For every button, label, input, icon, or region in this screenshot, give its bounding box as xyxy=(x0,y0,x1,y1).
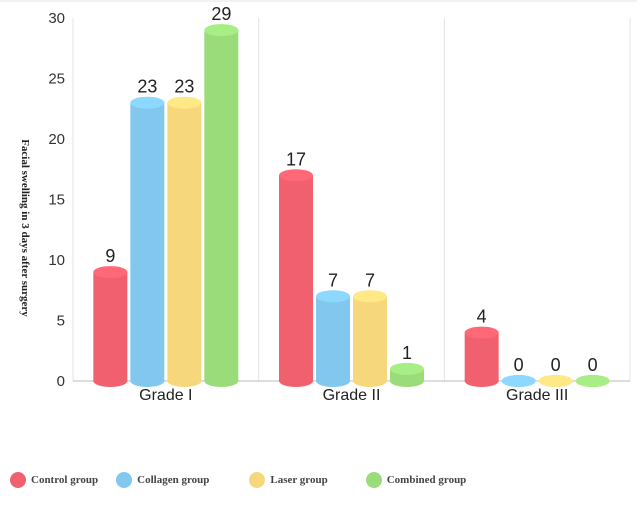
legend-item-collagen: Collagen group xyxy=(116,472,209,488)
legend-label-collagen: Collagen group xyxy=(137,474,210,486)
bar xyxy=(575,375,610,387)
legend-swatch-laser xyxy=(249,472,266,488)
y-tick-label: 5 xyxy=(57,313,65,330)
bars xyxy=(93,24,610,387)
bar-cap xyxy=(575,375,610,387)
legend-item-combined: Combined group xyxy=(365,472,467,488)
bar xyxy=(93,266,128,387)
y-tick-label: 25 xyxy=(48,71,65,88)
bar-base xyxy=(279,375,313,387)
legend-item-laser: Laser group xyxy=(249,472,328,488)
bar-base xyxy=(353,375,387,387)
grid xyxy=(0,0,637,381)
legend-label-combined: Combined group xyxy=(386,474,467,486)
bar xyxy=(316,290,350,387)
data-label: 7 xyxy=(328,270,338,290)
data-label: 17 xyxy=(286,149,306,169)
bar-body xyxy=(353,296,387,381)
x-tick-label: Grade I xyxy=(139,387,192,404)
legend: Control group Collagen group Laser group… xyxy=(10,468,630,492)
y-tick-label: 15 xyxy=(48,192,65,209)
bar-cap xyxy=(279,169,313,182)
x-tick-label: Grade II xyxy=(323,387,381,404)
data-label: 23 xyxy=(174,77,194,97)
legend-swatch-combined xyxy=(365,472,382,488)
bar xyxy=(390,362,424,387)
bar-cap xyxy=(316,290,350,303)
bar-base xyxy=(390,375,424,387)
data-label: 0 xyxy=(514,355,524,375)
bar-body xyxy=(464,332,499,381)
y-axis-label: Facial swelling in 3 days after surgery xyxy=(19,139,31,317)
bar xyxy=(501,375,536,387)
data-label: 29 xyxy=(211,4,231,24)
bar-cap xyxy=(130,96,165,109)
bar-cap xyxy=(390,362,424,375)
legend-swatch-collagen xyxy=(116,472,133,488)
data-label: 1 xyxy=(402,343,412,363)
x-tick-label: Grade III xyxy=(506,387,568,404)
bar-body xyxy=(130,102,165,381)
bar-cap xyxy=(167,96,202,109)
bar xyxy=(353,290,387,387)
y-tick-label: 10 xyxy=(48,252,65,269)
data-labels: 9 23 23 29 17 7 7 1 4 0 0 0 xyxy=(105,4,597,375)
bar-cap xyxy=(464,326,499,339)
data-label: 4 xyxy=(477,307,487,327)
data-label: 9 xyxy=(105,246,115,266)
bar-cap xyxy=(501,375,536,387)
bar xyxy=(130,96,165,387)
data-label: 0 xyxy=(551,355,561,375)
y-tick-label: 0 xyxy=(57,373,65,390)
bar-base xyxy=(204,375,239,387)
bar-body xyxy=(167,102,202,381)
legend-item-control: Control group xyxy=(10,472,98,488)
legend-label-control: Control group xyxy=(31,474,99,486)
bar xyxy=(204,24,239,387)
bar-body xyxy=(93,272,128,381)
bar-body xyxy=(316,296,350,381)
legend-label-laser: Laser group xyxy=(270,474,328,486)
bar-base xyxy=(316,375,350,387)
data-label: 0 xyxy=(588,355,598,375)
bar-cap xyxy=(204,24,239,37)
bar-base xyxy=(93,375,128,387)
bar-base xyxy=(167,375,202,387)
bar-base xyxy=(464,375,499,387)
bar-cap xyxy=(93,266,128,279)
bar xyxy=(464,326,499,387)
bar-cap xyxy=(353,290,387,303)
bar-cap xyxy=(538,375,573,387)
legend-swatch-control xyxy=(10,472,26,488)
bar xyxy=(279,169,313,387)
data-label: 23 xyxy=(137,77,157,97)
bar xyxy=(538,375,573,387)
y-tick-label: 20 xyxy=(48,131,65,148)
bar xyxy=(167,96,202,387)
bar-body xyxy=(279,175,313,381)
y-tick-label: 30 xyxy=(48,10,65,27)
bar-base xyxy=(130,375,165,387)
bar-body xyxy=(204,30,239,381)
data-label: 7 xyxy=(365,270,375,290)
